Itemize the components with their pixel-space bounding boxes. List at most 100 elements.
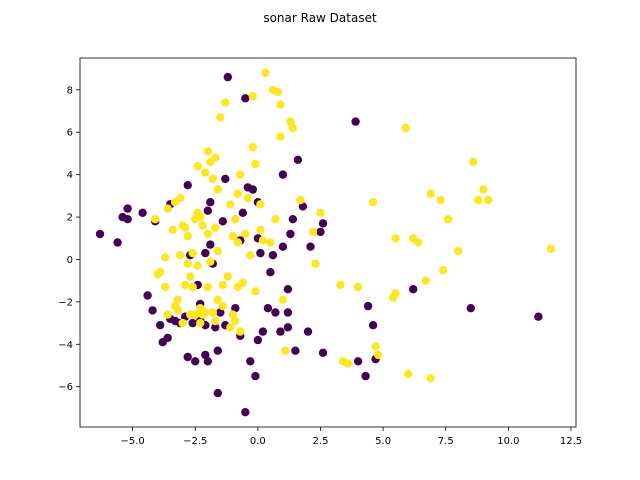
data-point xyxy=(231,316,240,326)
data-point xyxy=(221,174,230,184)
data-point xyxy=(213,246,222,256)
data-point xyxy=(373,350,383,360)
data-point xyxy=(286,117,295,126)
data-point xyxy=(256,225,265,234)
data-point xyxy=(178,318,187,328)
data-point xyxy=(188,318,197,328)
data-point xyxy=(163,333,172,343)
data-point xyxy=(226,323,235,332)
data-point xyxy=(283,308,293,317)
data-point xyxy=(223,72,232,82)
data-point xyxy=(201,308,210,317)
data-point xyxy=(188,282,197,292)
data-point xyxy=(363,301,373,311)
data-point xyxy=(276,132,285,141)
data-point xyxy=(241,229,250,239)
data-point xyxy=(391,234,400,243)
x-tick-label: 2.5 xyxy=(313,436,329,447)
x-tick-label: 12.5 xyxy=(560,436,582,447)
data-point xyxy=(163,204,172,213)
plot-area xyxy=(80,58,576,427)
data-point xyxy=(316,227,325,237)
data-point xyxy=(336,280,345,290)
data-point xyxy=(303,327,313,336)
data-point xyxy=(266,238,275,247)
data-point xyxy=(288,215,298,224)
data-point xyxy=(191,310,200,319)
data-point xyxy=(211,223,220,232)
data-point xyxy=(203,206,212,215)
data-point xyxy=(156,268,165,277)
data-point xyxy=(368,198,378,207)
data-point xyxy=(466,304,475,313)
data-point xyxy=(95,229,105,239)
data-point xyxy=(268,251,278,260)
data-point xyxy=(186,272,195,281)
data-point xyxy=(296,195,305,205)
data-point xyxy=(283,285,293,294)
data-point xyxy=(143,291,152,300)
data-point xyxy=(353,282,363,292)
data-point xyxy=(226,200,235,209)
data-point xyxy=(469,157,478,167)
data-point xyxy=(198,221,207,230)
data-point xyxy=(218,301,227,311)
data-point xyxy=(409,285,418,294)
data-point xyxy=(188,248,197,258)
axes-frame xyxy=(79,57,577,428)
x-tick-label: −2.5 xyxy=(183,436,207,447)
data-point xyxy=(281,346,290,355)
data-point xyxy=(278,295,288,304)
data-point xyxy=(426,374,435,383)
data-point xyxy=(213,185,222,194)
data-point xyxy=(371,342,380,351)
data-point xyxy=(404,369,413,379)
data-point xyxy=(251,287,260,296)
data-point xyxy=(223,272,232,281)
data-point xyxy=(241,94,250,103)
data-point xyxy=(306,242,315,251)
data-point xyxy=(401,123,410,133)
data-point xyxy=(156,321,165,330)
data-point xyxy=(251,371,260,381)
data-point xyxy=(161,282,170,292)
y-tick-label: 2 xyxy=(67,213,73,224)
data-point xyxy=(318,348,328,357)
data-point xyxy=(183,181,192,190)
data-point xyxy=(211,323,220,332)
data-point xyxy=(216,308,225,317)
chart-title: sonar Raw Dataset xyxy=(263,11,377,25)
data-point xyxy=(353,357,363,366)
data-point xyxy=(168,225,177,234)
data-point xyxy=(298,202,308,211)
data-point xyxy=(151,215,160,224)
data-point xyxy=(191,357,200,366)
x-tick-label: 5.0 xyxy=(375,436,391,447)
data-point xyxy=(248,185,257,194)
data-point xyxy=(201,168,210,177)
data-point xyxy=(206,257,215,266)
data-point xyxy=(208,308,217,317)
data-point xyxy=(148,306,157,315)
data-point xyxy=(273,87,283,97)
data-point xyxy=(288,123,298,133)
data-point xyxy=(241,408,250,417)
x-tick-label: 7.5 xyxy=(438,436,454,447)
data-point xyxy=(444,215,453,224)
x-tick-label: 10.0 xyxy=(497,436,519,447)
data-point xyxy=(263,304,273,313)
data-point xyxy=(256,248,265,258)
data-point xyxy=(271,308,280,317)
x-tick-label: −5.0 xyxy=(120,436,144,447)
data-point xyxy=(258,236,268,245)
data-point xyxy=(426,189,435,198)
data-point xyxy=(183,352,192,362)
data-point xyxy=(248,142,257,152)
data-point xyxy=(276,327,285,336)
data-point xyxy=(276,100,285,109)
data-point xyxy=(218,280,227,290)
data-point xyxy=(181,223,190,232)
data-point xyxy=(213,388,222,398)
data-point xyxy=(196,318,205,328)
